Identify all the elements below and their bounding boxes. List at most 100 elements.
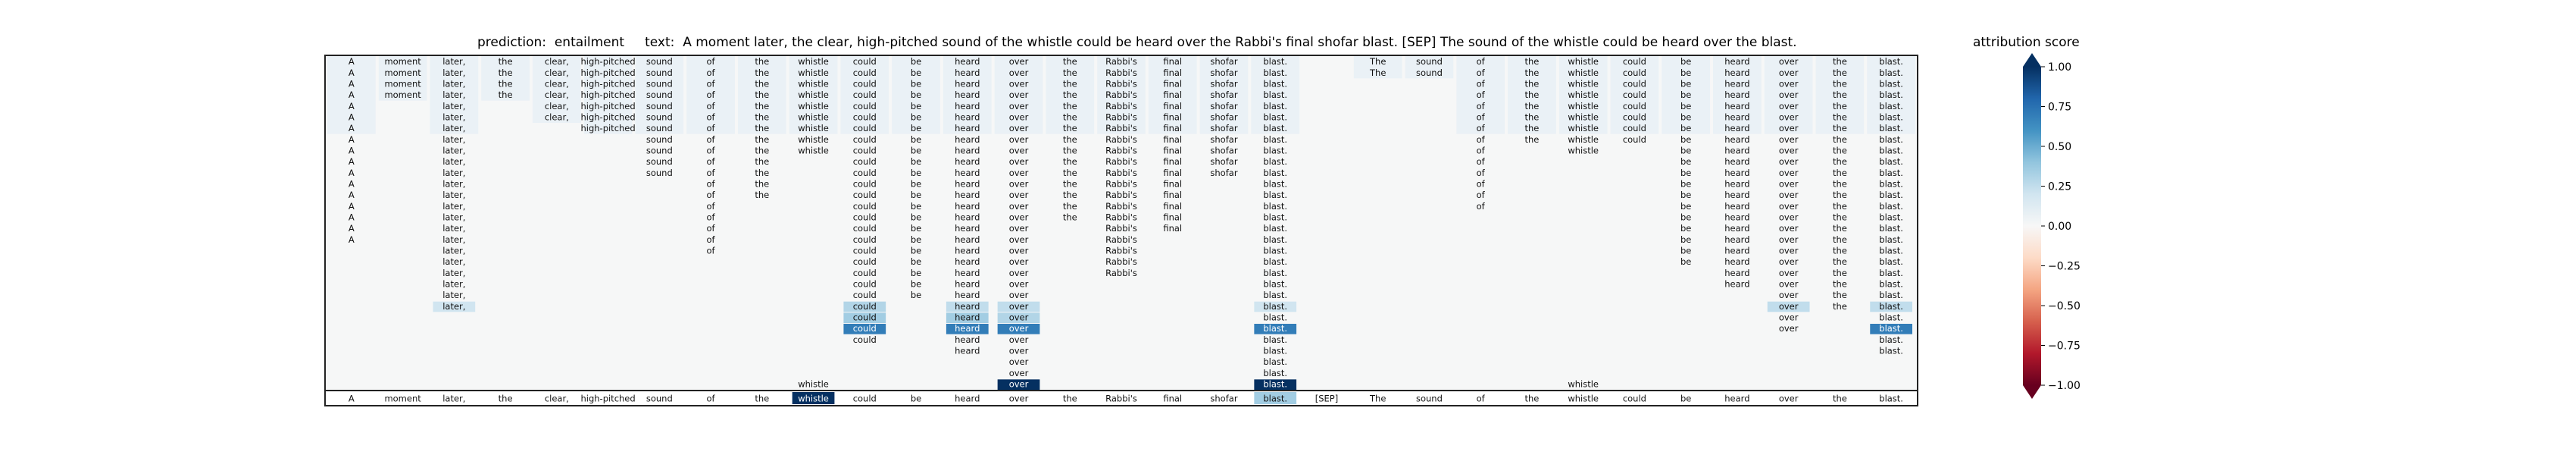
heatmap-token-label: be	[911, 156, 921, 167]
heatmap-token-label: high-pitched	[580, 56, 635, 67]
heatmap-token-label: final	[1163, 168, 1182, 178]
heatmap-token-label: be	[1680, 246, 1691, 256]
heatmap-token-label: the	[1063, 134, 1077, 145]
heatmap-token-label: sound	[646, 123, 673, 133]
heatmap-token-label: over	[1779, 146, 1799, 156]
colorbar-tick-label: −1.00	[2048, 380, 2080, 392]
heatmap-token-label: heard	[955, 179, 980, 190]
heatmap-token-label: sound	[1416, 67, 1443, 78]
token-strip-label: of	[1477, 394, 1486, 404]
heatmap-token-label: moment	[384, 89, 421, 100]
heatmap-token-label: blast.	[1263, 368, 1287, 378]
heatmap-token-label: the	[1063, 212, 1077, 223]
heatmap-token-label: sound	[646, 146, 673, 156]
heatmap-token-label: of	[1477, 156, 1486, 167]
heatmap-token-label: blast.	[1263, 190, 1287, 200]
heatmap-token-label: the	[1833, 67, 1847, 78]
heatmap-token-label: blast.	[1879, 168, 1903, 178]
heatmap-token-label: over	[1779, 212, 1799, 223]
heatmap-token-label: later,	[442, 112, 465, 123]
heatmap-token-label: of	[1477, 134, 1486, 145]
heatmap-token-label: could	[853, 112, 877, 123]
heatmap-token-label: moment	[384, 56, 421, 67]
heatmap-token-label: blast.	[1263, 134, 1287, 145]
heatmap-token-label: over	[1779, 56, 1799, 67]
heatmap-token-label: blast.	[1263, 223, 1287, 234]
heatmap-token-label: over	[1009, 256, 1029, 267]
heatmap-token-label: over	[1009, 223, 1029, 234]
colorbar-tick-label: 0.75	[2048, 102, 2071, 114]
heatmap-token-label: Rabbi's	[1105, 156, 1137, 167]
heatmap-tint-cell	[532, 56, 581, 123]
colorbar-tick-label: 1.00	[2048, 61, 2071, 74]
heatmap-token-label: the	[1063, 112, 1077, 123]
token-strip-label: Rabbi's	[1105, 394, 1137, 404]
heatmap-token-label: the	[1833, 168, 1847, 178]
heatmap-token-label: final	[1163, 156, 1182, 167]
heatmap-token-label: blast.	[1879, 112, 1903, 123]
heatmap-token-label: Rabbi's	[1105, 190, 1137, 200]
heatmap-token-label: be	[911, 56, 921, 67]
colorbar-tick-label: −0.75	[2048, 340, 2080, 353]
heatmap-tint-cell	[481, 56, 530, 101]
heatmap-token-label: over	[1009, 212, 1029, 223]
heatmap-token-label: whistle	[1568, 79, 1599, 89]
heatmap-tint-cell	[430, 56, 479, 134]
heatmap-token-label: over	[1009, 201, 1029, 212]
heatmap-token-label: be	[911, 134, 921, 145]
heatmap-token-label: whistle	[798, 123, 829, 133]
heatmap-token-label: over	[1009, 89, 1029, 100]
token-strip-label: of	[707, 394, 716, 404]
heatmap-token-label: the	[755, 134, 769, 145]
heatmap-token-label: over	[1009, 323, 1029, 334]
heatmap-token-label: the	[1833, 123, 1847, 133]
heatmap-cell	[843, 301, 886, 312]
heatmap-token-label: the	[1833, 268, 1847, 278]
heatmap-token-label: over	[1779, 101, 1799, 111]
heatmap-token-label: over	[1779, 201, 1799, 212]
heatmap-token-label: blast.	[1879, 346, 1903, 356]
heatmap-token-label: over	[1779, 312, 1799, 323]
heatmap-token-label: whistle	[798, 67, 829, 78]
heatmap-tint-cell	[1662, 56, 1711, 134]
heatmap-token-label: heard	[955, 256, 980, 267]
heatmap-token-label: The	[1369, 67, 1386, 78]
heatmap-token-label: the	[1524, 101, 1539, 111]
heatmap-token-label: the	[755, 179, 769, 190]
heatmap-token-label: high-pitched	[580, 67, 635, 78]
heatmap-tint-cell	[686, 56, 735, 134]
heatmap-token-label: blast.	[1879, 134, 1903, 145]
heatmap-tint-cell	[1867, 56, 1915, 134]
heatmap-token-label: blast.	[1879, 179, 1903, 190]
heatmap-token-label: blast.	[1263, 301, 1287, 312]
heatmap-token-label: over	[1779, 67, 1799, 78]
heatmap-token-label: A	[349, 56, 355, 67]
heatmap-token-label: Rabbi's	[1105, 201, 1137, 212]
heatmap-token-label: be	[1680, 234, 1691, 245]
heatmap-token-label: clear,	[545, 101, 569, 111]
heatmap-token-label: blast.	[1879, 323, 1903, 334]
heatmap-tint-cell	[1815, 56, 1865, 134]
heatmap-token-label: the	[1833, 56, 1847, 67]
heatmap-token-label: the	[1524, 56, 1539, 67]
heatmap-token-label: heard	[955, 346, 980, 356]
heatmap-token-label: of	[1477, 56, 1486, 67]
heatmap-token-label: be	[911, 223, 921, 234]
heatmap-token-label: final	[1163, 223, 1182, 234]
heatmap-token-label: final	[1163, 79, 1182, 89]
heatmap-token-label: high-pitched	[580, 112, 635, 123]
heatmap-token-label: could	[853, 134, 877, 145]
token-strip-label: heard	[955, 394, 980, 404]
heatmap-token-label: sound	[646, 101, 673, 111]
heatmap-token-label: be	[1680, 101, 1691, 111]
heatmap-token-label: be	[1680, 190, 1691, 200]
heatmap-token-label: blast.	[1263, 112, 1287, 123]
heatmap-cell	[946, 312, 989, 323]
heatmap-token-label: blast.	[1263, 212, 1287, 223]
heatmap-token-label: Rabbi's	[1105, 168, 1137, 178]
heatmap-token-label: blast.	[1263, 234, 1287, 245]
heatmap-token-label: blast.	[1879, 79, 1903, 89]
heatmap-token-label: of	[1477, 89, 1486, 100]
token-strip-label: moment	[384, 394, 421, 404]
heatmap-token-label: high-pitched	[580, 89, 635, 100]
